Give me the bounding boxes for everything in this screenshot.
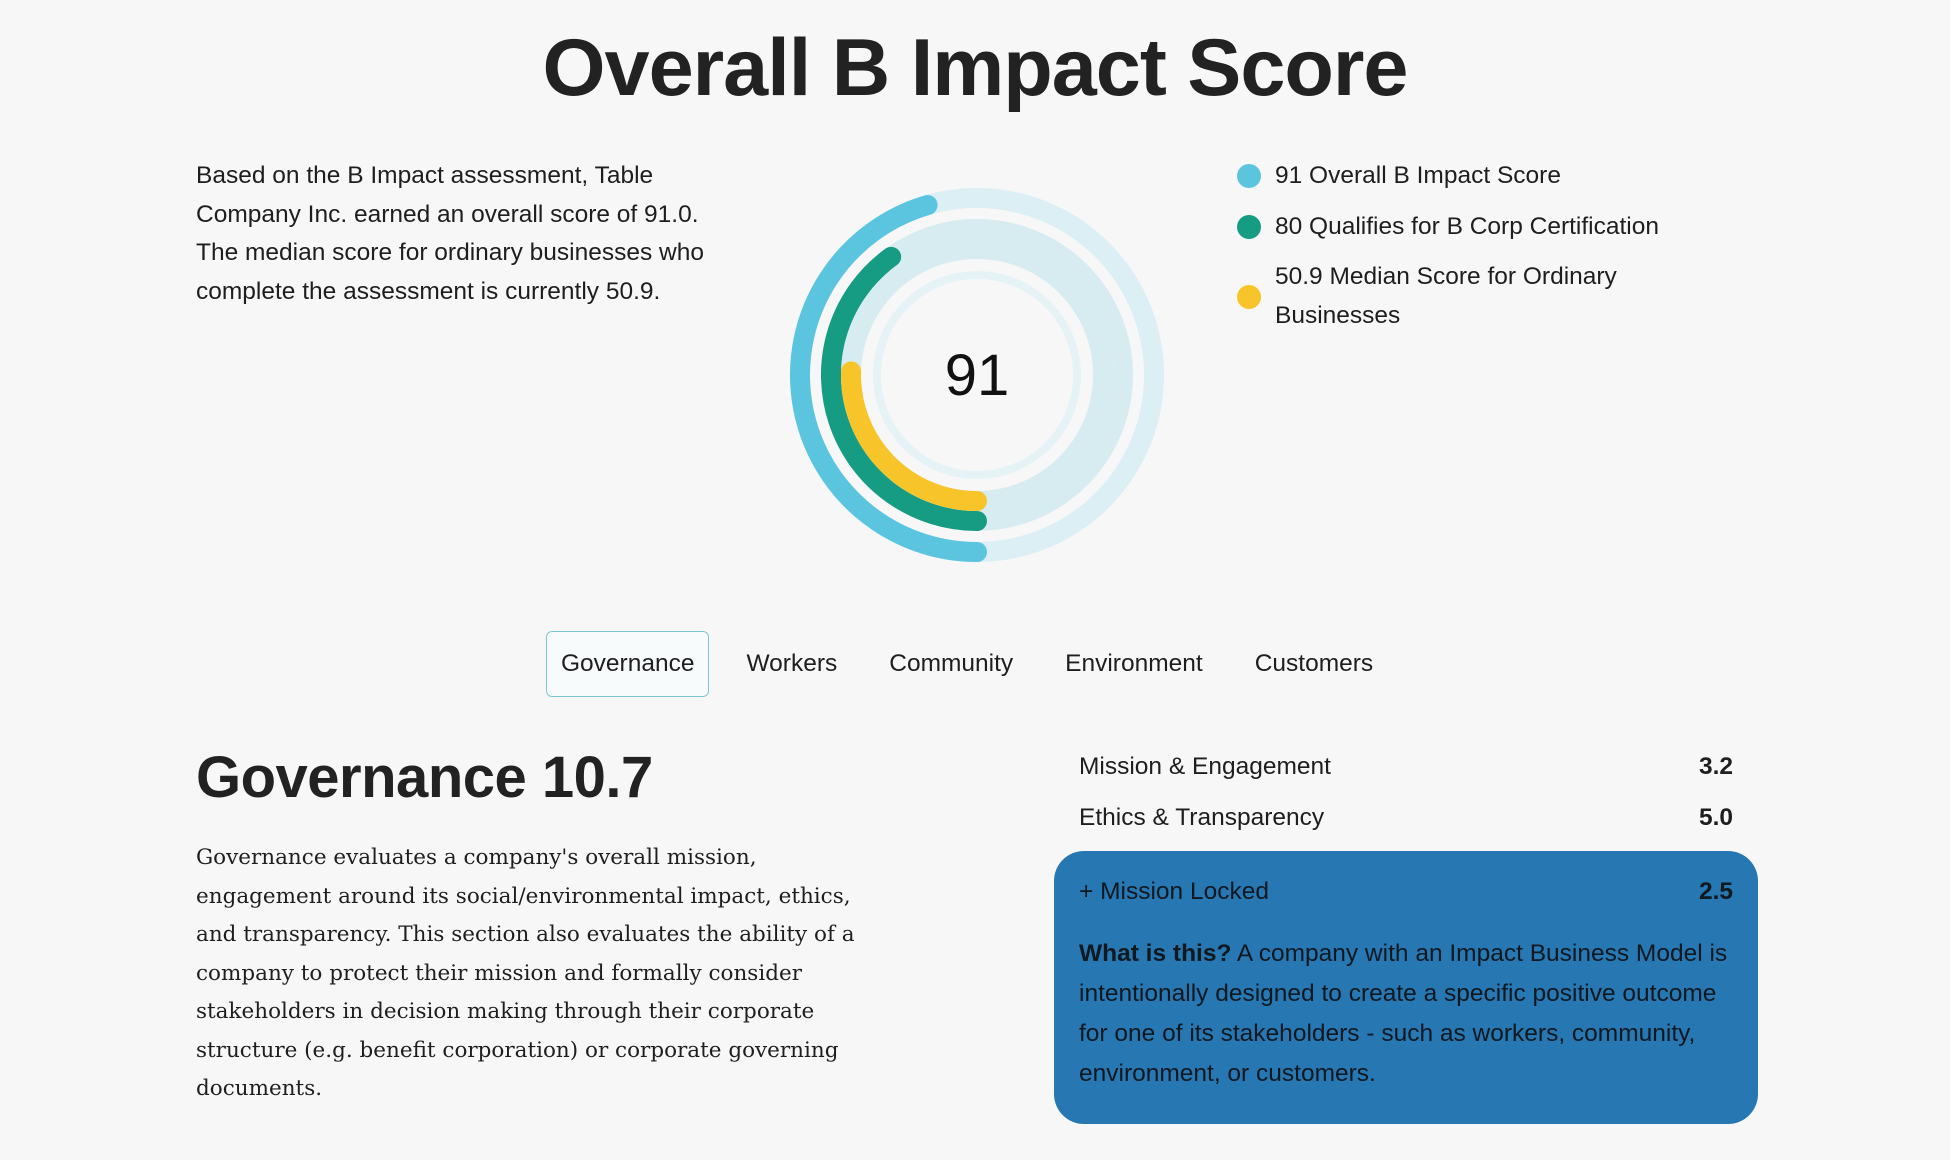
metric-value: 3.2 — [1698, 753, 1733, 780]
page-title: Overall B Impact Score — [542, 23, 1409, 113]
mission-locked-explanation: What is this? A company with an Impact B… — [1079, 934, 1733, 1094]
score-legend: 91 Overall B Impact Score 80 Qualifies f… — [1237, 157, 1707, 347]
tab-environment[interactable]: Environment — [1065, 650, 1203, 677]
tab-workers[interactable]: Workers — [746, 650, 838, 677]
score-center-label: 91 — [944, 342, 1010, 408]
legend-label-certification: 80 Qualifies for B Corp Certification — [1275, 212, 1659, 240]
score-ring-chart: 91 — [770, 168, 1184, 582]
tab-customers[interactable]: Customers — [1254, 650, 1374, 677]
mission-locked-header[interactable]: + Mission Locked 2.5 — [1079, 873, 1733, 911]
metric-label: Ethics & Transparency — [1079, 804, 1325, 831]
intro-text: Based on the B Impact assessment, Table … — [196, 162, 704, 305]
tab-community[interactable]: Community — [889, 650, 1014, 677]
section-description: Governance evaluates a company's overall… — [196, 845, 855, 1101]
legend-label-median: 50.9 Median Score for Ordinary Businesse… — [1275, 263, 1617, 329]
ring-arc-certification — [821, 246, 987, 531]
metric-row-ethics-transparency: Ethics & Transparency 5.0 — [1079, 799, 1733, 837]
ring-arc-overall — [790, 195, 987, 562]
metric-row-mission-engagement: Mission & Engagement 3.2 — [1079, 748, 1733, 786]
legend-item-overall: 91 Overall B Impact Score — [1237, 157, 1707, 196]
legend-item-median: 50.9 Median Score for Ordinary Businesse… — [1237, 258, 1707, 335]
legend-label-overall: 91 Overall B Impact Score — [1275, 162, 1561, 189]
impact-area-tabs: Governance Workers Community Environment… — [546, 631, 1410, 697]
mission-locked-answer: A company with an Impact Business Model … — [1079, 940, 1728, 1087]
legend-dot-overall — [1237, 164, 1261, 189]
tab-governance[interactable]: Governance — [546, 631, 710, 697]
mission-locked-question: What is this? — [1079, 940, 1232, 967]
ring-inner-halo — [873, 271, 1081, 479]
legend-item-certification: 80 Qualifies for B Corp Certification — [1237, 208, 1707, 247]
ring-arc-median — [841, 361, 987, 511]
score-ring-svg — [790, 188, 1164, 562]
legend-dot-median — [1237, 284, 1261, 309]
mission-locked-value: 2.5 — [1698, 878, 1733, 905]
mission-locked-label: + Mission Locked — [1079, 878, 1269, 905]
metric-label: Mission & Engagement — [1079, 753, 1331, 780]
metric-value: 5.0 — [1698, 804, 1733, 831]
mission-locked-panel[interactable]: + Mission Locked 2.5 What is this? A com… — [1054, 851, 1758, 1124]
section-title: Governance 10.7 — [196, 745, 653, 810]
legend-dot-certification — [1237, 214, 1261, 239]
metrics-list: Mission & Engagement 3.2 Ethics & Transp… — [1079, 748, 1733, 850]
